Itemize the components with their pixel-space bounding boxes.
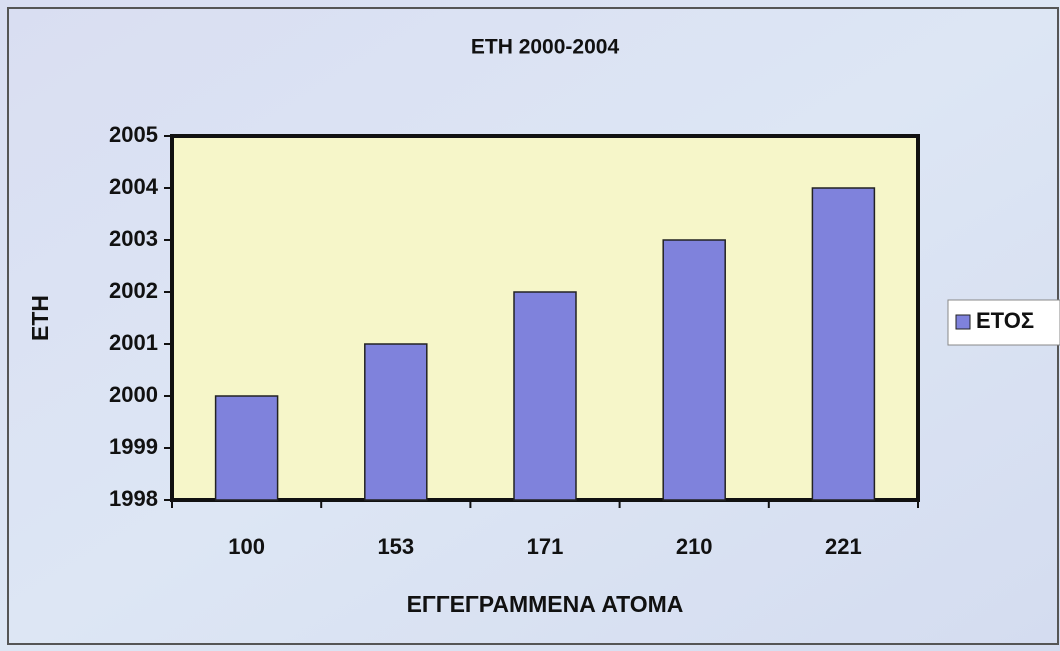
y-tick-label: 2004 bbox=[109, 174, 159, 199]
x-axis-label: ΕΓΓΕΓΡΑΜΜΕΝΑ ΑΤΟΜΑ bbox=[407, 591, 684, 617]
y-tick-label: 1998 bbox=[109, 486, 158, 511]
x-tick-label: 100 bbox=[228, 534, 265, 559]
y-tick-label: 2001 bbox=[109, 330, 158, 355]
y-tick-label: 2000 bbox=[109, 382, 158, 407]
y-tick-label: 2005 bbox=[109, 122, 158, 147]
bar bbox=[214, 395, 279, 501]
x-tick-label: 221 bbox=[825, 534, 862, 559]
bar bbox=[811, 187, 876, 501]
chart-title: ΕΤΗ 2000-2004 bbox=[471, 36, 620, 59]
y-axis-label: ΕΤΗ bbox=[27, 295, 53, 341]
legend-label: ΕΤΟΣ bbox=[976, 308, 1034, 333]
bar bbox=[513, 291, 577, 501]
x-tick-label: 210 bbox=[676, 534, 713, 559]
y-tick-label: 1999 bbox=[109, 434, 158, 459]
bar bbox=[364, 343, 428, 501]
legend-marker bbox=[955, 314, 971, 330]
x-tick-label: 153 bbox=[377, 534, 414, 559]
y-tick-label: 2003 bbox=[109, 226, 158, 251]
x-tick-label: 171 bbox=[527, 534, 564, 559]
y-tick-label: 2002 bbox=[109, 278, 158, 303]
bar bbox=[662, 239, 726, 501]
